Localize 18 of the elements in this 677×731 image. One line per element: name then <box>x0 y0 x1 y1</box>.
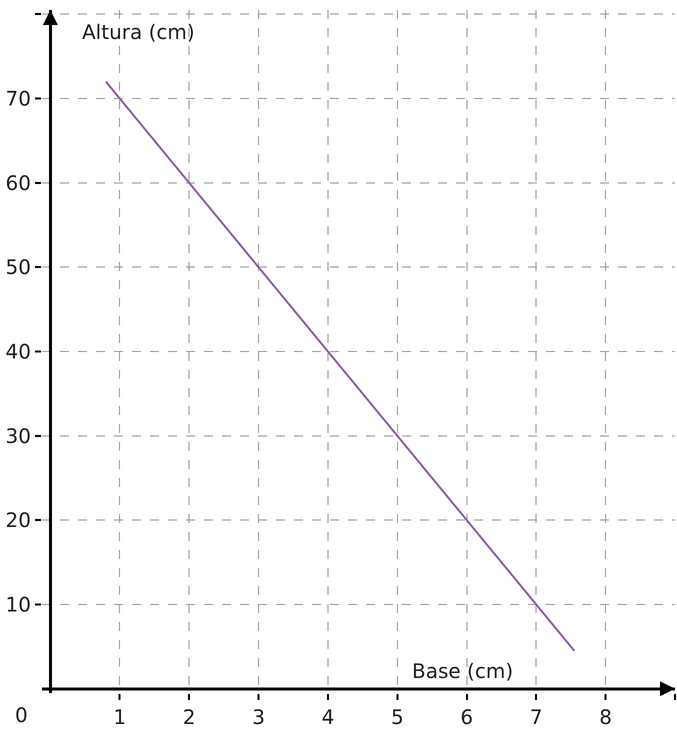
y-tick-label: 40 <box>6 340 31 364</box>
x-tick-label: 4 <box>322 705 334 729</box>
y-tick-label: 30 <box>6 424 31 448</box>
x-tick-label: 6 <box>460 705 474 729</box>
x-tick-label: 5 <box>391 705 404 729</box>
y-tick-label: 50 <box>6 255 31 280</box>
y-tick-label: 20 <box>6 508 31 532</box>
x-tick-label: 2 <box>182 705 196 729</box>
x-tick-label: 1 <box>113 705 126 729</box>
text: 0 <box>15 703 28 727</box>
y-tick-label: 10 <box>6 592 31 616</box>
x-axis-title: Base (cm) <box>412 659 514 683</box>
y-tick-label: 70 <box>6 86 31 111</box>
x-tick-label: 8 <box>599 705 612 729</box>
y-axis-title: Altura (cm) <box>82 20 195 44</box>
x-tick-label: 7 <box>530 705 543 729</box>
y-tick-label: 60 <box>6 170 31 195</box>
x-tick-label: 3 <box>252 705 265 729</box>
